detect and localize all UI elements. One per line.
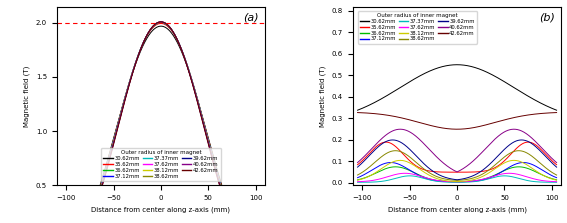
Y-axis label: Magnetic field (T): Magnetic field (T) [320,65,326,127]
Legend: 30.62mm, 35.62mm, 36.62mm, 37.12mm, 37.37mm, 37.62mm, 38.12mm, 38.62mm, 39.62mm,: 30.62mm, 35.62mm, 36.62mm, 37.12mm, 37.3… [101,148,221,181]
X-axis label: Distance from center along z-axis (mm): Distance from center along z-axis (mm) [388,206,527,213]
Y-axis label: Magnetic field (T): Magnetic field (T) [24,65,30,127]
Text: (b): (b) [539,12,555,22]
Text: (a): (a) [243,12,259,22]
X-axis label: Distance from center along z-axis (mm): Distance from center along z-axis (mm) [91,206,230,213]
Legend: 30.62mm, 35.62mm, 36.62mm, 37.12mm, 37.37mm, 37.62mm, 38.12mm, 38.62mm, 39.62mm,: 30.62mm, 35.62mm, 36.62mm, 37.12mm, 37.3… [358,11,477,43]
